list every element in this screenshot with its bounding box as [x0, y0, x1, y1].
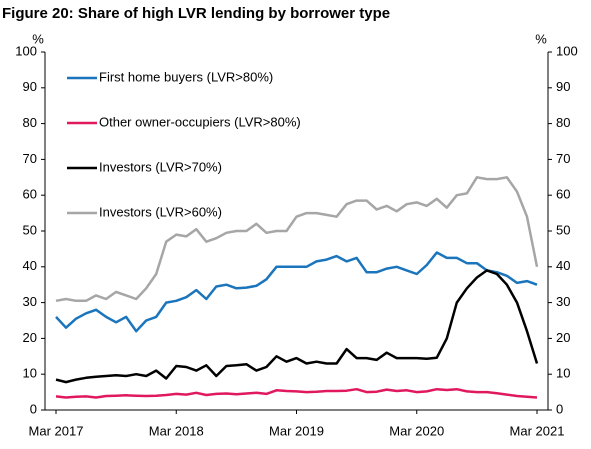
y2-tick-label: 90	[556, 79, 570, 94]
legend-label: Investors (LVR>60%)	[99, 204, 222, 219]
y2-axis-label: %	[535, 31, 547, 46]
y-tick-label: 80	[23, 115, 37, 130]
y-tick-label: 0	[30, 401, 37, 416]
y2-tick-label: 80	[556, 115, 570, 130]
y-tick-label: 70	[23, 151, 37, 166]
x-tick-label: Mar 2018	[149, 423, 204, 438]
y-tick-label: 90	[23, 79, 37, 94]
series-line	[55, 269, 539, 384]
y2-tick-label: 100	[556, 43, 578, 58]
y2-tick-label: 60	[556, 187, 570, 202]
series-line	[55, 387, 538, 399]
legend-label: Investors (LVR>70%)	[99, 159, 222, 174]
x-tick-label: Mar 2019	[269, 423, 324, 438]
y-tick-label: 10	[23, 366, 37, 381]
x-tick-label: Mar 2021	[510, 423, 565, 438]
y-axis-label: %	[32, 31, 44, 46]
y2-tick-label: 0	[556, 401, 563, 416]
y-tick-label: 50	[23, 222, 37, 237]
y2-tick-label: 30	[556, 294, 570, 309]
x-tick-label: Mar 2017	[29, 423, 84, 438]
y-tick-label: 30	[23, 294, 37, 309]
y-tick-label: 100	[15, 43, 37, 58]
y-tick-label: 60	[23, 187, 37, 202]
y-tick-label: 20	[23, 330, 37, 345]
y-tick-label: 40	[23, 258, 37, 273]
y2-tick-label: 50	[556, 222, 570, 237]
series-line	[55, 251, 538, 333]
legend-label: Other owner-occupiers (LVR>80%)	[99, 114, 301, 129]
chart-title: Figure 20: Share of high LVR lending by …	[2, 5, 390, 22]
legend-label: First home buyers (LVR>80%)	[99, 69, 273, 84]
y2-tick-label: 70	[556, 151, 570, 166]
x-tick-label: Mar 2020	[389, 423, 444, 438]
y2-tick-label: 40	[556, 258, 570, 273]
series-line	[55, 176, 539, 303]
y2-tick-label: 20	[556, 330, 570, 345]
y2-tick-label: 10	[556, 366, 570, 381]
